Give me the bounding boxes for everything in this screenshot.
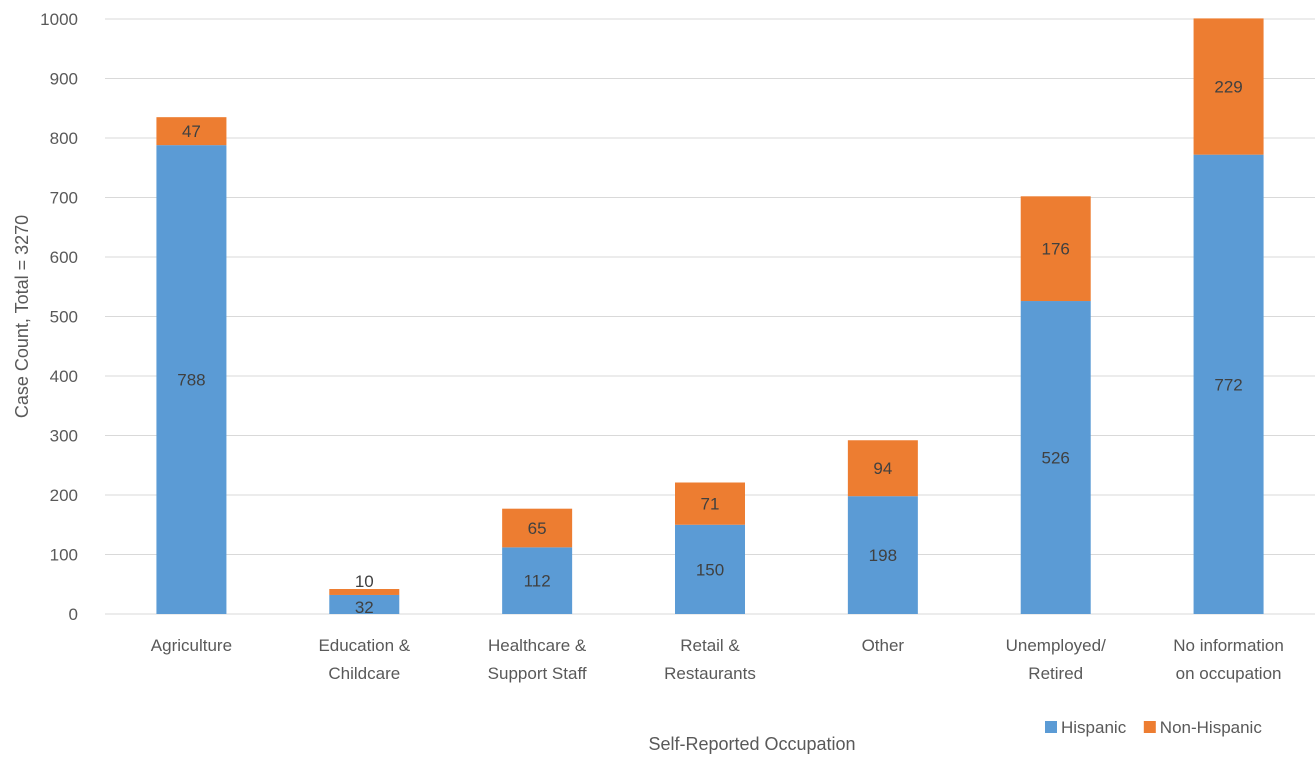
data-label: 47: [182, 122, 201, 141]
legend: Hispanic Non-Hispanic: [1045, 718, 1262, 737]
x-axis-categories: Agriculture Education & Childcare Healthcar…: [151, 636, 1284, 683]
x-category-label: Healthcare & Support Staff: [488, 636, 587, 683]
x-category-line: Healthcare &: [488, 636, 587, 655]
y-tick-label: 1000: [40, 10, 78, 29]
bar-non-hispanic: [675, 482, 745, 525]
legend-swatch: [1143, 721, 1156, 733]
bar-non-hispanic: [502, 508, 573, 548]
data-label: 65: [528, 519, 547, 538]
x-category-label: Agriculture: [151, 636, 232, 655]
bar-hispanic: [1193, 154, 1264, 614]
x-category-line: Education &: [318, 636, 410, 655]
data-label: 788: [177, 371, 205, 390]
x-category-line: Other: [862, 636, 905, 655]
bar-hispanic: [1020, 301, 1091, 614]
x-category-line: Childcare: [328, 664, 400, 683]
x-category-label: Unemployed/Retired: [1006, 636, 1106, 683]
x-category-line: on occupation: [1176, 664, 1282, 683]
x-category-line: Retail &: [680, 636, 740, 655]
bar-hispanic: [675, 524, 745, 614]
x-category-line: Retired: [1028, 664, 1083, 683]
bars: [156, 18, 1264, 614]
x-category-line: No information: [1173, 636, 1284, 655]
y-tick-label: 0: [69, 605, 78, 624]
x-category-label: No information on occupation: [1173, 636, 1284, 683]
data-label: 229: [1214, 78, 1242, 97]
legend-label: Hispanic: [1061, 718, 1127, 737]
data-label: 150: [696, 560, 724, 579]
x-category-label: Retail & Restaurants: [664, 636, 756, 683]
y-tick-label: 900: [50, 70, 78, 89]
data-label: 10: [355, 572, 374, 591]
y-tick-label: 400: [50, 367, 78, 386]
y-tick-label: 700: [50, 189, 78, 208]
x-category-line: Agriculture: [151, 636, 232, 655]
x-category-label: Education & Childcare: [318, 636, 410, 683]
data-label: 772: [1214, 375, 1242, 394]
bar-non-hispanic: [847, 440, 918, 497]
bar-hispanic: [329, 594, 400, 614]
data-label: 198: [869, 546, 897, 565]
data-label: 176: [1042, 240, 1070, 259]
bar-hispanic: [847, 496, 918, 614]
data-label: 112: [524, 572, 551, 591]
y-axis-title: Case Count, Total = 3270: [12, 215, 32, 418]
y-tick-label: 500: [50, 308, 78, 327]
x-category-label: Other: [862, 636, 905, 655]
x-category-line: Unemployed/: [1006, 636, 1106, 655]
bar-hispanic: [502, 547, 573, 614]
y-tick-label: 200: [50, 486, 78, 505]
bar-non-hispanic: [329, 589, 400, 595]
data-label: 526: [1042, 449, 1070, 468]
gridlines: [105, 18, 1315, 615]
bar-non-hispanic: [156, 117, 227, 146]
y-tick-label: 600: [50, 248, 78, 267]
legend-swatch: [1045, 721, 1057, 733]
x-axis-title: Self-Reported Occupation: [648, 734, 855, 754]
x-category-line: Restaurants: [664, 664, 756, 683]
y-tick-label: 300: [50, 427, 78, 446]
data-labels: 788 47 32 10 112 65 150 71 198 94 526 176 772 229: [177, 78, 1243, 617]
y-tick-label: 800: [50, 129, 78, 148]
data-label: 32: [355, 598, 374, 617]
bar-hispanic: [156, 145, 227, 614]
data-label: 94: [873, 459, 892, 478]
legend-label: Non-Hispanic: [1160, 718, 1263, 737]
bar-non-hispanic: [1193, 18, 1264, 155]
bar-non-hispanic: [1020, 196, 1091, 302]
data-label: 71: [701, 495, 720, 514]
x-category-line: Support Staff: [488, 664, 587, 683]
y-tick-label: 100: [50, 546, 78, 565]
y-axis-ticks: 0 100 200 300 400 500 600 700 800 900 1000: [40, 10, 78, 624]
